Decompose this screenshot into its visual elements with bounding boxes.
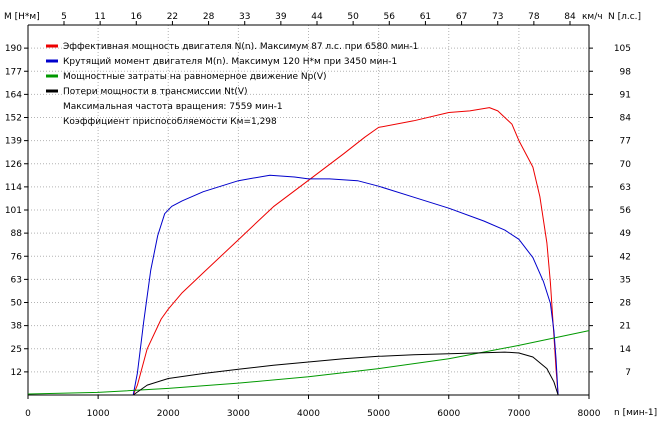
left-tick-label: 50 xyxy=(11,299,23,309)
left-tick-label: 88 xyxy=(11,229,23,239)
legend: Эффективная мощность двигателя N(n). Мак… xyxy=(46,42,418,127)
right-tick-label: 91 xyxy=(620,90,631,100)
left-tick-label: 63 xyxy=(11,275,22,285)
left-tick-label: 12 xyxy=(11,368,22,378)
x-tick-label: 2000 xyxy=(157,409,180,419)
top-tick-label: 61 xyxy=(420,12,431,22)
left-tick-label: 139 xyxy=(5,137,22,147)
top-tick-label: 73 xyxy=(492,12,503,22)
x-tick-label: 8000 xyxy=(578,409,601,419)
axes: M [Н*м] N [л.с.] n [мин-1] км/ч 0 1000 200… xyxy=(4,12,657,419)
right-tick-label: 56 xyxy=(620,206,632,216)
x-tick-label: 6000 xyxy=(437,409,460,419)
left-tick-label: 114 xyxy=(5,183,22,193)
right-tick-label: 63 xyxy=(620,183,631,193)
top-tick-label: 78 xyxy=(528,12,540,22)
right-tick-label: 14 xyxy=(620,345,632,355)
legend-entry-label: Мощностные затраты на равномерное движен… xyxy=(63,72,327,82)
x-tick-label: 1000 xyxy=(87,409,110,419)
series-line-4 xyxy=(132,351,559,396)
series-line-2 xyxy=(132,174,559,396)
right-tick-label: 98 xyxy=(620,67,632,77)
right-tick-label: 105 xyxy=(614,44,631,54)
series-line-1 xyxy=(132,107,559,396)
grid xyxy=(28,25,590,395)
top-axis-unit: км/ч xyxy=(582,12,603,22)
series-line-3 xyxy=(27,330,590,395)
top-tick-label: 11 xyxy=(94,12,105,22)
right-tick-label: 77 xyxy=(620,137,631,147)
x-tick-label: 0 xyxy=(25,409,31,419)
chart-note: Коэффициент приспособляемости Км=1,298 xyxy=(63,117,277,127)
left-axis-title: M [Н*м] xyxy=(4,12,40,22)
top-tick-label: 84 xyxy=(564,12,576,22)
right-tick-label: 84 xyxy=(620,114,632,124)
left-tick-label: 25 xyxy=(11,345,22,355)
right-tick-label: 28 xyxy=(620,299,632,309)
bottom-axis-title: n [мин-1] xyxy=(614,408,657,418)
top-tick-label: 67 xyxy=(456,12,467,22)
x-tick-label: 5000 xyxy=(367,409,390,419)
left-tick-label: 126 xyxy=(5,160,22,170)
right-axis-title: N [л.с.] xyxy=(608,12,641,22)
top-tick-label: 56 xyxy=(384,12,396,22)
right-tick-label: 7 xyxy=(625,368,631,378)
legend-entry-label: Крутящий момент двигателя M(n). Максимум… xyxy=(63,57,397,67)
left-tick-label: 177 xyxy=(5,67,22,77)
top-tick-label: 5 xyxy=(61,12,67,22)
top-tick-label: 39 xyxy=(275,12,287,22)
series xyxy=(27,107,590,396)
left-tick-label: 76 xyxy=(11,252,23,262)
top-tick-label: 33 xyxy=(239,12,250,22)
left-tick-label: 38 xyxy=(11,322,23,332)
left-tick-label: 101 xyxy=(5,206,22,216)
right-tick-label: 21 xyxy=(620,322,631,332)
legend-entry-label: Эффективная мощность двигателя N(n). Мак… xyxy=(63,42,418,52)
legend-entry-label: Потери мощности в трансмиссии Nt(V) xyxy=(63,87,248,97)
right-tick-label: 42 xyxy=(620,252,631,262)
left-tick-label: 190 xyxy=(5,44,22,54)
chart-note: Максимальная частота вращения: 7559 мин-… xyxy=(63,102,283,112)
left-tick-label: 164 xyxy=(5,90,22,100)
x-tick-label: 3000 xyxy=(227,409,250,419)
x-tick-label: 7000 xyxy=(507,409,530,419)
top-tick-label: 28 xyxy=(203,12,215,22)
right-tick-label: 35 xyxy=(620,275,631,285)
top-tick-label: 16 xyxy=(131,12,143,22)
top-tick-label: 22 xyxy=(167,12,178,22)
x-tick-label: 4000 xyxy=(297,409,320,419)
top-tick-label: 50 xyxy=(347,12,359,22)
left-tick-label: 152 xyxy=(5,114,22,124)
top-tick-label: 44 xyxy=(311,12,323,22)
right-tick-label: 49 xyxy=(620,229,632,239)
right-tick-label: 70 xyxy=(620,160,632,170)
